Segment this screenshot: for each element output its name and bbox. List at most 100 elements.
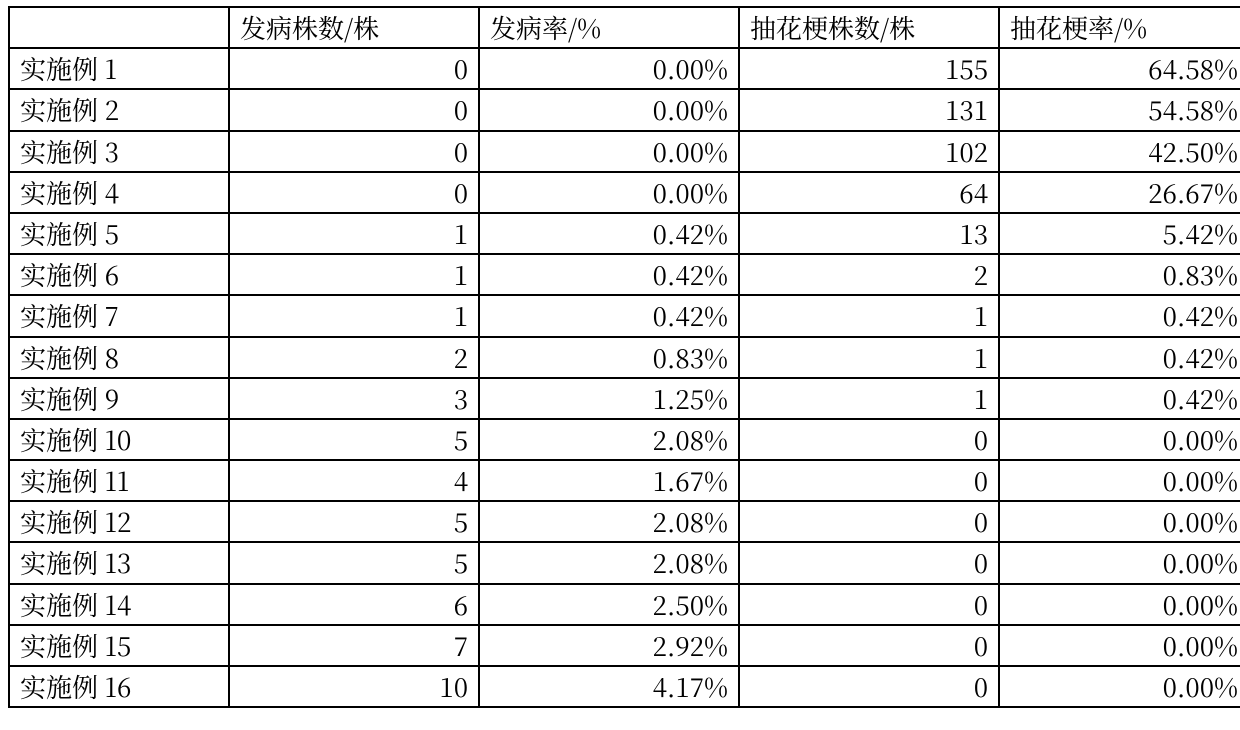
table-row: 实施例 12 5 2.08% 0 0.00% (9, 501, 1240, 542)
cell-row-label: 实施例 8 (9, 337, 229, 378)
cell-row-label: 实施例 3 (9, 131, 229, 172)
cell-row-label: 实施例 15 (9, 625, 229, 666)
cell-rate: 2.50% (479, 584, 739, 625)
cell-row-label: 实施例 5 (9, 213, 229, 254)
table-row: 实施例 10 5 2.08% 0 0.00% (9, 419, 1240, 460)
table-header-row: 发病株数/株 发病率/% 抽花梗株数/株 抽花梗率/% (9, 7, 1240, 48)
table-row: 实施例 4 0 0.00% 64 26.67% (9, 172, 1240, 213)
col-header-rate: 发病率/% (479, 7, 739, 48)
cell-row-label: 实施例 2 (9, 89, 229, 130)
cell-bolting: 1 (739, 378, 999, 419)
page: 发病株数/株 发病率/% 抽花梗株数/株 抽花梗率/% 实施例 1 0 0.00… (0, 0, 1240, 730)
table-row: 实施例 5 1 0.42% 13 5.42% (9, 213, 1240, 254)
cell-bolt-rate: 0.00% (999, 460, 1240, 501)
cell-bolting: 0 (739, 542, 999, 583)
table-row: 实施例 8 2 0.83% 1 0.42% (9, 337, 1240, 378)
cell-diseased: 0 (229, 48, 479, 89)
cell-bolting: 0 (739, 419, 999, 460)
cell-diseased: 1 (229, 213, 479, 254)
table-row: 实施例 9 3 1.25% 1 0.42% (9, 378, 1240, 419)
cell-bolt-rate: 0.83% (999, 254, 1240, 295)
table-row: 实施例 6 1 0.42% 2 0.83% (9, 254, 1240, 295)
cell-diseased: 3 (229, 378, 479, 419)
cell-bolting: 0 (739, 666, 999, 707)
cell-bolting: 0 (739, 501, 999, 542)
cell-rate: 0.42% (479, 254, 739, 295)
cell-row-label: 实施例 14 (9, 584, 229, 625)
cell-diseased: 7 (229, 625, 479, 666)
cell-rate: 0.42% (479, 213, 739, 254)
cell-row-label: 实施例 6 (9, 254, 229, 295)
cell-rate: 2.08% (479, 419, 739, 460)
cell-row-label: 实施例 4 (9, 172, 229, 213)
cell-bolt-rate: 0.00% (999, 419, 1240, 460)
table-row: 实施例 15 7 2.92% 0 0.00% (9, 625, 1240, 666)
table-row: 实施例 11 4 1.67% 0 0.00% (9, 460, 1240, 501)
cell-rate: 2.08% (479, 501, 739, 542)
cell-bolt-rate: 0.00% (999, 501, 1240, 542)
cell-bolt-rate: 64.58% (999, 48, 1240, 89)
cell-diseased: 0 (229, 131, 479, 172)
cell-bolt-rate: 0.00% (999, 584, 1240, 625)
cell-diseased: 10 (229, 666, 479, 707)
cell-row-label: 实施例 13 (9, 542, 229, 583)
cell-bolt-rate: 26.67% (999, 172, 1240, 213)
table-row: 实施例 2 0 0.00% 131 54.58% (9, 89, 1240, 130)
cell-row-label: 实施例 9 (9, 378, 229, 419)
cell-rate: 0.00% (479, 172, 739, 213)
cell-rate: 0.42% (479, 295, 739, 336)
table-head: 发病株数/株 发病率/% 抽花梗株数/株 抽花梗率/% (9, 7, 1240, 48)
cell-diseased: 0 (229, 172, 479, 213)
cell-rate: 0.00% (479, 48, 739, 89)
cell-bolt-rate: 0.00% (999, 542, 1240, 583)
table-row: 实施例 16 10 4.17% 0 0.00% (9, 666, 1240, 707)
table-row: 实施例 7 1 0.42% 1 0.42% (9, 295, 1240, 336)
cell-bolting: 1 (739, 337, 999, 378)
cell-bolting: 64 (739, 172, 999, 213)
cell-diseased: 5 (229, 501, 479, 542)
cell-diseased: 6 (229, 584, 479, 625)
cell-row-label: 实施例 7 (9, 295, 229, 336)
data-table: 发病株数/株 发病率/% 抽花梗株数/株 抽花梗率/% 实施例 1 0 0.00… (8, 6, 1240, 708)
cell-bolting: 0 (739, 584, 999, 625)
cell-rate: 1.25% (479, 378, 739, 419)
cell-bolt-rate: 0.42% (999, 337, 1240, 378)
cell-bolt-rate: 54.58% (999, 89, 1240, 130)
cell-diseased: 4 (229, 460, 479, 501)
cell-rate: 4.17% (479, 666, 739, 707)
cell-row-label: 实施例 11 (9, 460, 229, 501)
table-body: 实施例 1 0 0.00% 155 64.58% 实施例 2 0 0.00% 1… (9, 48, 1240, 707)
cell-bolting: 0 (739, 460, 999, 501)
cell-bolting: 131 (739, 89, 999, 130)
cell-bolting: 2 (739, 254, 999, 295)
cell-rate: 0.00% (479, 89, 739, 130)
cell-bolt-rate: 0.00% (999, 666, 1240, 707)
col-header-bolt-rate: 抽花梗率/% (999, 7, 1240, 48)
cell-bolting: 1 (739, 295, 999, 336)
cell-row-label: 实施例 10 (9, 419, 229, 460)
cell-bolting: 102 (739, 131, 999, 172)
cell-row-label: 实施例 1 (9, 48, 229, 89)
cell-rate: 0.83% (479, 337, 739, 378)
cell-bolt-rate: 0.00% (999, 625, 1240, 666)
cell-bolt-rate: 0.42% (999, 295, 1240, 336)
table-row: 实施例 3 0 0.00% 102 42.50% (9, 131, 1240, 172)
table-row: 实施例 1 0 0.00% 155 64.58% (9, 48, 1240, 89)
col-header-diseased: 发病株数/株 (229, 7, 479, 48)
cell-diseased: 1 (229, 254, 479, 295)
col-header-bolting: 抽花梗株数/株 (739, 7, 999, 48)
cell-bolt-rate: 42.50% (999, 131, 1240, 172)
cell-rate: 1.67% (479, 460, 739, 501)
cell-bolting: 0 (739, 625, 999, 666)
cell-diseased: 2 (229, 337, 479, 378)
table-row: 实施例 13 5 2.08% 0 0.00% (9, 542, 1240, 583)
cell-row-label: 实施例 16 (9, 666, 229, 707)
cell-rate: 0.00% (479, 131, 739, 172)
cell-rate: 2.08% (479, 542, 739, 583)
cell-diseased: 1 (229, 295, 479, 336)
cell-bolting: 13 (739, 213, 999, 254)
cell-diseased: 0 (229, 89, 479, 130)
cell-bolt-rate: 0.42% (999, 378, 1240, 419)
table-row: 实施例 14 6 2.50% 0 0.00% (9, 584, 1240, 625)
cell-row-label: 实施例 12 (9, 501, 229, 542)
